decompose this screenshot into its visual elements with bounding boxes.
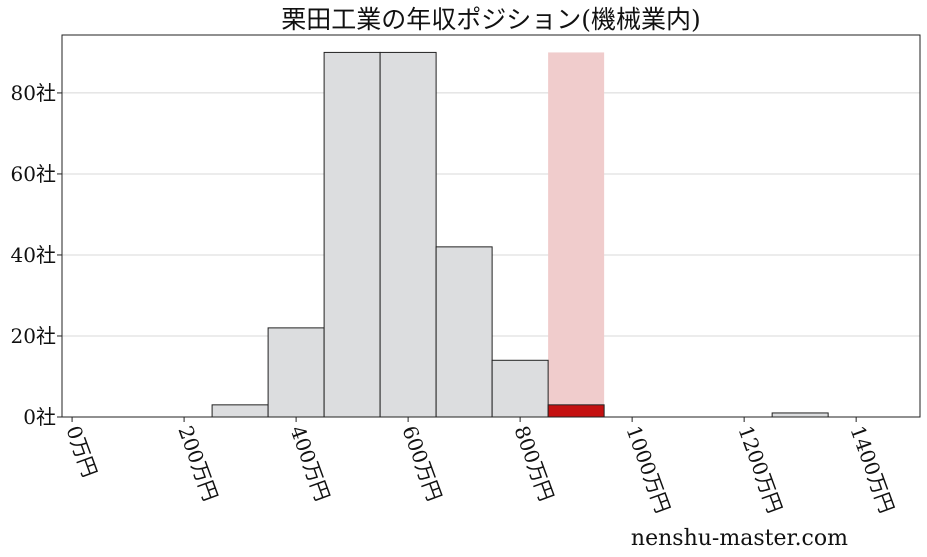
x-tick-label: 1400万円	[845, 423, 899, 517]
bar	[771, 412, 829, 418]
bar	[547, 404, 605, 418]
y-tick-label: 20社	[11, 324, 56, 348]
y-tick-label: 0社	[23, 405, 56, 429]
x-tick-label: 1200万円	[733, 423, 787, 517]
chart-title: 栗田工業の年収ポジション(機械業内)	[281, 5, 701, 34]
bar	[267, 327, 325, 418]
y-tick-label: 80社	[11, 81, 56, 105]
watermark: nenshu-master.com	[631, 526, 848, 551]
bar	[491, 359, 549, 418]
x-tick-label: 200万円	[173, 423, 222, 505]
x-tick-label: 400万円	[285, 423, 334, 505]
bar	[435, 246, 493, 418]
x-tick-label: 800万円	[509, 423, 558, 505]
y-tick-label: 40社	[11, 243, 56, 267]
x-tick-label: 1000万円	[621, 423, 675, 517]
y-tick-label: 60社	[11, 162, 56, 186]
plot-frame	[61, 34, 921, 418]
bar	[323, 51, 381, 418]
bar	[211, 404, 269, 418]
x-tick-label: 0万円	[61, 423, 102, 481]
highlight-band	[548, 52, 605, 417]
bar	[379, 51, 437, 418]
x-tick-label: 600万円	[397, 423, 446, 505]
